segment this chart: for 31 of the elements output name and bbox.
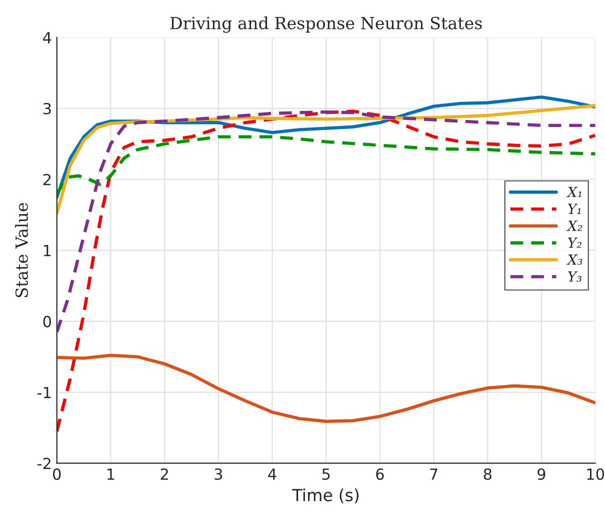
legend-label: Y₂	[568, 238, 582, 248]
legend-label: Y₁	[568, 204, 581, 214]
line-series	[56, 110, 596, 334]
x-tick-label: 0	[53, 468, 61, 480]
x-tick-label: 4	[268, 468, 276, 480]
y-tick-label: 0	[43, 316, 51, 328]
x-tick-label: 10	[587, 468, 604, 480]
y-tick-label: 3	[43, 102, 51, 114]
chart-title: Driving and Response Neuron States	[170, 16, 482, 33]
legend-label: Y₃	[568, 271, 582, 282]
legend-label: X₁	[566, 186, 582, 198]
y-tick-label: -2	[38, 458, 50, 470]
x-tick-label: 8	[484, 468, 492, 480]
x-tick-label: 3	[214, 468, 222, 480]
x-tick-label: 5	[322, 468, 330, 480]
x-tick-label: 1	[108, 468, 114, 480]
line-series	[56, 110, 596, 433]
legend-label: X₃	[566, 254, 582, 265]
line-series	[56, 354, 596, 423]
y-tick-label: 4	[43, 32, 52, 44]
y-axis-title: State Value	[15, 203, 28, 298]
x-tick-label: 2	[160, 468, 168, 480]
y-tick-label: -1	[38, 386, 51, 398]
y-tick-label: 2	[43, 174, 50, 186]
x-tick-label: 9	[538, 468, 546, 480]
line-series	[56, 135, 596, 196]
x-tick-label: 7	[430, 468, 438, 480]
legend-label: X₂	[566, 220, 582, 231]
x-tick-label: 6	[376, 468, 384, 480]
y-tick-label: 1	[44, 245, 51, 256]
x-axis-title: Time (s)	[292, 488, 359, 504]
